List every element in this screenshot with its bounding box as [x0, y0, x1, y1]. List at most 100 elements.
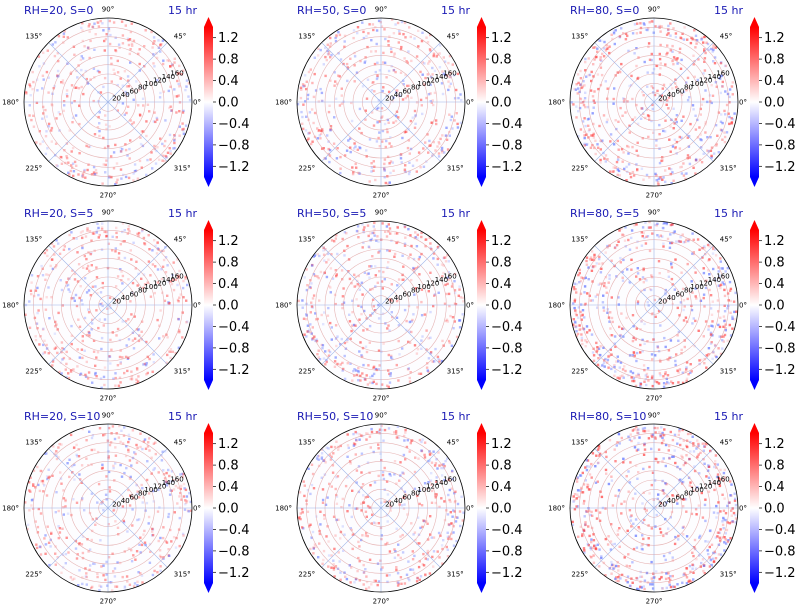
heat-cell: [416, 306, 419, 309]
heat-cell: [74, 293, 78, 297]
heat-cell: [387, 223, 390, 226]
heat-cell: [427, 357, 431, 360]
heat-cell: [699, 133, 702, 136]
heat-cell: [734, 517, 738, 520]
heat-cell: [635, 223, 638, 226]
heat-cell: [145, 173, 148, 177]
heat-cell: [723, 135, 727, 139]
heat-cell: [436, 53, 439, 56]
heat-cell: [307, 137, 310, 140]
heat-cell: [604, 276, 608, 279]
heat-cell: [714, 124, 718, 127]
heat-cell: [40, 264, 43, 268]
heat-cell: [87, 311, 91, 314]
heat-cell: [36, 327, 39, 330]
heat-cell: [317, 100, 320, 103]
heat-cell: [682, 439, 685, 442]
heat-cell: [33, 316, 37, 320]
heat-cell: [408, 341, 412, 344]
heat-cell: [610, 367, 613, 371]
heat-cell: [343, 354, 346, 358]
heat-cell: [723, 109, 726, 113]
heat-cell: [414, 231, 417, 234]
heat-cell: [173, 141, 176, 145]
colorbar-tick-label: −0.4: [764, 523, 796, 538]
heat-cell: [641, 338, 644, 342]
heat-cell: [712, 267, 715, 271]
heat-cell: [70, 231, 73, 234]
heat-cell: [70, 342, 73, 346]
heat-cell: [359, 379, 362, 382]
heat-cell: [665, 53, 668, 56]
heat-cell: [643, 579, 647, 582]
heat-cell: [155, 149, 158, 153]
heat-cell: [703, 572, 706, 575]
heat-cell: [667, 382, 671, 385]
panel-time-label: 15 hr: [714, 4, 743, 17]
heat-cell: [67, 171, 70, 174]
heat-field: [24, 424, 193, 592]
heat-cell: [100, 302, 104, 305]
heat-cell: [164, 139, 167, 143]
heat-cell: [430, 472, 433, 475]
heat-cell: [67, 372, 70, 375]
heat-cell: [360, 131, 363, 135]
heat-cell: [178, 134, 181, 137]
heat-cell: [643, 442, 646, 446]
heat-cell: [633, 437, 636, 440]
heat-cell: [305, 502, 308, 506]
heat-cell: [593, 101, 596, 104]
angle-tick-label: 270°: [646, 192, 663, 200]
heat-cell: [372, 521, 376, 524]
heat-cell: [636, 168, 639, 171]
heat-cell: [432, 536, 436, 539]
heat-cell: [617, 148, 620, 151]
heat-cell: [187, 82, 191, 85]
heat-cell: [684, 240, 687, 244]
heat-cell: [334, 97, 338, 100]
heat-cell: [342, 62, 345, 66]
colorbar-tick-label: 0.4: [764, 74, 785, 89]
heat-cell: [357, 490, 361, 494]
heat-cell: [712, 511, 716, 514]
heat-cell: [425, 366, 429, 369]
heat-cell: [450, 344, 454, 347]
heat-cell: [615, 275, 618, 278]
heat-cell: [32, 80, 35, 84]
heat-cell: [325, 58, 328, 62]
heat-cell: [599, 56, 602, 59]
colorbar-tick-label: 0.0: [491, 299, 512, 314]
heat-cell: [363, 61, 366, 64]
heat-cell: [121, 320, 124, 323]
heat-cell: [442, 539, 445, 542]
heat-cell: [167, 468, 170, 472]
heat-cell: [646, 28, 649, 32]
heat-cell: [687, 239, 690, 243]
heat-cell: [323, 517, 326, 520]
heat-cell: [703, 60, 706, 63]
heat-cell: [32, 114, 35, 117]
heat-cell: [313, 254, 316, 257]
heat-cell: [641, 276, 645, 279]
heat-cell: [381, 473, 385, 477]
heat-cell: [126, 37, 130, 40]
heat-cell: [650, 577, 653, 580]
heat-cell: [140, 320, 144, 323]
heat-cell: [619, 577, 622, 580]
heat-cell: [587, 124, 590, 127]
heat-cell: [368, 265, 371, 268]
heat-cell: [141, 496, 145, 499]
heat-cell: [441, 70, 444, 73]
heat-cell: [89, 39, 92, 43]
heat-cell: [326, 252, 330, 256]
heat-cell: [372, 81, 375, 84]
heat-cell: [653, 479, 657, 482]
heat-cell: [387, 69, 391, 73]
heat-cell: [105, 498, 108, 501]
heat-cell: [316, 54, 320, 57]
heat-cell: [720, 283, 723, 286]
heat-cell: [604, 80, 607, 83]
heat-cell: [727, 501, 731, 504]
heat-cell: [724, 64, 728, 68]
heat-cell: [572, 103, 575, 106]
